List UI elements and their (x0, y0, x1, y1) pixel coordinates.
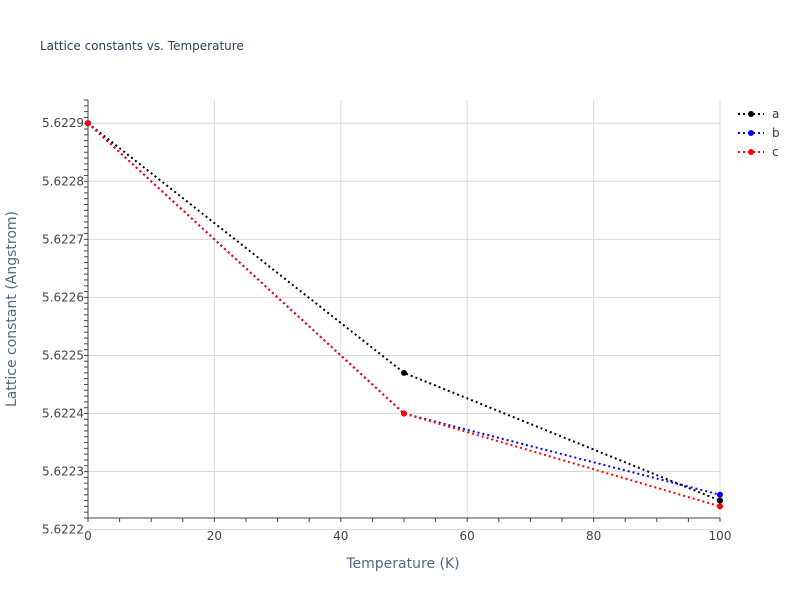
y-tick-label: 5.6222 (42, 523, 84, 537)
series-point-a (401, 369, 407, 376)
x-tick-label: 40 (333, 529, 348, 543)
y-tick-label: 5.6223 (42, 465, 84, 479)
x-tick-label: 60 (460, 529, 475, 543)
legend: abc (738, 107, 780, 159)
series-line-b (87, 122, 721, 496)
x-axis-title: Temperature (K) (345, 556, 459, 572)
y-tick-label: 5.6228 (42, 174, 84, 188)
y-tick-label: 5.6224 (42, 407, 84, 421)
legend-marker-a (748, 111, 754, 117)
y-axis-title: Lattice constant (Angstrom) (4, 211, 20, 407)
y-tick-label: 5.6226 (42, 290, 84, 304)
series-point-c (717, 503, 723, 510)
series-point-c (401, 410, 407, 417)
x-tick-label: 20 (207, 529, 222, 543)
axes: 0 20 40 60 80 100 5.6222 5.6223 5.6224 5.6225 5.62… (42, 99, 732, 543)
series-point-b (717, 491, 723, 498)
x-tick-label: 80 (586, 529, 601, 543)
y-tick-label: 5.6227 (42, 232, 84, 246)
series-point-a (717, 497, 723, 504)
series-line-a (87, 122, 721, 502)
y-tick-label: 5.6229 (42, 116, 84, 130)
grid-lines (88, 100, 721, 531)
series-line-c (87, 122, 721, 508)
legend-marker-b (748, 130, 754, 136)
legend-marker-c (748, 149, 754, 155)
x-tick-label: 0 (84, 529, 92, 543)
series-layer (85, 120, 723, 510)
legend-label-c: c (772, 145, 779, 159)
x-tick-label: 100 (709, 529, 732, 543)
series-point-c (85, 120, 91, 127)
chart-title: Lattice constants vs. Temperature (40, 39, 244, 53)
legend-label-a: a (772, 107, 779, 121)
legend-label-b: b (772, 126, 780, 140)
y-tick-label: 5.6225 (42, 348, 84, 362)
